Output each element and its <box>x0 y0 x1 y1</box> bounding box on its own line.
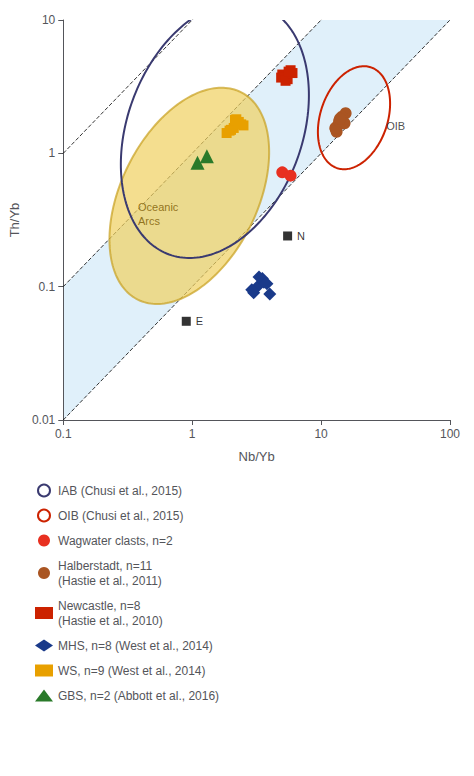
svg-text:Arcs: Arcs <box>138 215 161 227</box>
svg-text:Newcastle, n=8: Newcastle, n=8 <box>58 599 141 613</box>
svg-text:WS, n=9 (West et al., 2014): WS, n=9 (West et al., 2014) <box>58 664 206 678</box>
svg-text:N: N <box>297 230 305 242</box>
svg-text:Halberstadt, n=11: Halberstadt, n=11 <box>58 559 152 573</box>
svg-text:MHS, n=8 (West et al., 2014): MHS, n=8 (West et al., 2014) <box>58 639 213 653</box>
svg-text:10: 10 <box>314 427 328 441</box>
svg-text:100: 100 <box>440 427 460 441</box>
svg-text:1: 1 <box>189 427 196 441</box>
svg-text:Th/Yb: Th/Yb <box>7 203 22 238</box>
svg-text:0.1: 0.1 <box>39 280 56 294</box>
svg-text:Nb/Yb: Nb/Yb <box>239 449 275 464</box>
svg-text:(Hastie et al., 2010): (Hastie et al., 2010) <box>58 614 163 628</box>
svg-text:(Hastie et al., 2011): (Hastie et al., 2011) <box>58 574 162 588</box>
svg-text:0.01: 0.01 <box>32 413 56 427</box>
svg-text:1: 1 <box>49 146 56 160</box>
svg-text:GBS, n=2 (Abbott et al., 2016): GBS, n=2 (Abbott et al., 2016) <box>58 689 219 703</box>
svg-text:Wagwater clasts, n=2: Wagwater clasts, n=2 <box>58 534 173 548</box>
svg-text:10: 10 <box>42 13 56 27</box>
svg-text:0.1: 0.1 <box>55 427 72 441</box>
svg-text:OIB: OIB <box>386 120 405 132</box>
svg-text:IAB (Chusi et al., 2015): IAB (Chusi et al., 2015) <box>58 484 182 498</box>
svg-text:Oceanic: Oceanic <box>138 201 179 213</box>
svg-text:E: E <box>196 315 203 327</box>
svg-text:OIB (Chusi et al., 2015): OIB (Chusi et al., 2015) <box>58 509 183 523</box>
